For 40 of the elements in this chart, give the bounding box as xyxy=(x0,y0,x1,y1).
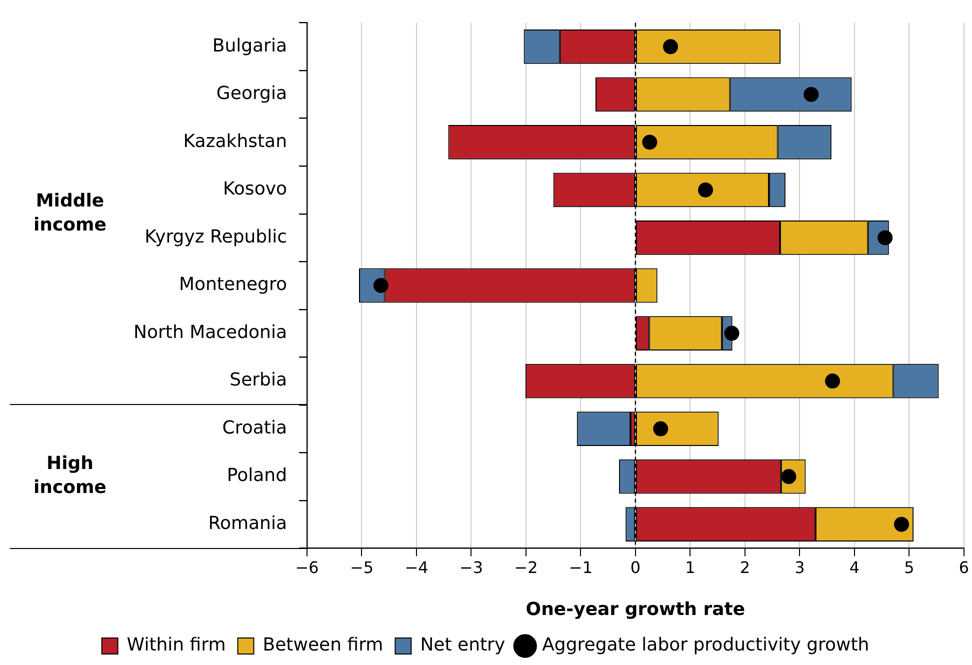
point xyxy=(698,182,714,198)
legend-label: Aggregate labor productivity growth xyxy=(542,634,870,656)
x-tick-label: −3 xyxy=(459,558,484,577)
text: High income xyxy=(34,453,106,498)
point xyxy=(724,326,740,341)
y-tick-label: North Macedonia xyxy=(134,322,287,343)
x-tick-label: −4 xyxy=(404,558,428,577)
x-axis-title: One-year growth rate xyxy=(526,598,746,620)
point xyxy=(662,39,678,54)
x-tick-label: 5 xyxy=(904,558,914,577)
x-tick-label: 6 xyxy=(958,558,970,577)
x-tick-label: 4 xyxy=(849,558,860,577)
x-tick-label: 2 xyxy=(740,558,750,577)
legend-label: Net entry xyxy=(420,634,506,656)
y-tick-label: Kosovo xyxy=(223,178,287,200)
x-tick-label: −5 xyxy=(350,558,374,577)
point xyxy=(373,278,388,293)
x-tick-label: −2 xyxy=(514,558,538,577)
y-tick-label: Croatia xyxy=(222,417,287,438)
point xyxy=(804,86,819,102)
x-tick-label: 1 xyxy=(685,558,696,577)
x-tick-label: −6 xyxy=(295,558,319,577)
y-tick-label: Kyrgyz Republic xyxy=(144,226,287,248)
x-tick-label: 3 xyxy=(794,558,805,577)
y-tick-label: Bulgaria xyxy=(212,35,287,56)
y-tick-label: Georgia xyxy=(216,83,287,104)
x-tick-label: −1 xyxy=(568,558,593,577)
y-tick-label: Romania xyxy=(208,512,287,534)
point xyxy=(825,374,840,389)
text: Middle income xyxy=(34,190,106,236)
x-tick-label: 0 xyxy=(630,558,641,577)
y-tick-label: Serbia xyxy=(230,370,287,391)
legend-label: Within firm xyxy=(126,634,226,656)
y-tick-label: Kazakhstan xyxy=(183,130,287,152)
point xyxy=(894,516,910,532)
y-tick-label: Montenegro xyxy=(178,274,287,296)
point xyxy=(642,134,658,150)
legend-label: Between firm xyxy=(262,634,384,656)
point xyxy=(653,421,668,436)
y-tick-label: Poland xyxy=(226,465,287,486)
